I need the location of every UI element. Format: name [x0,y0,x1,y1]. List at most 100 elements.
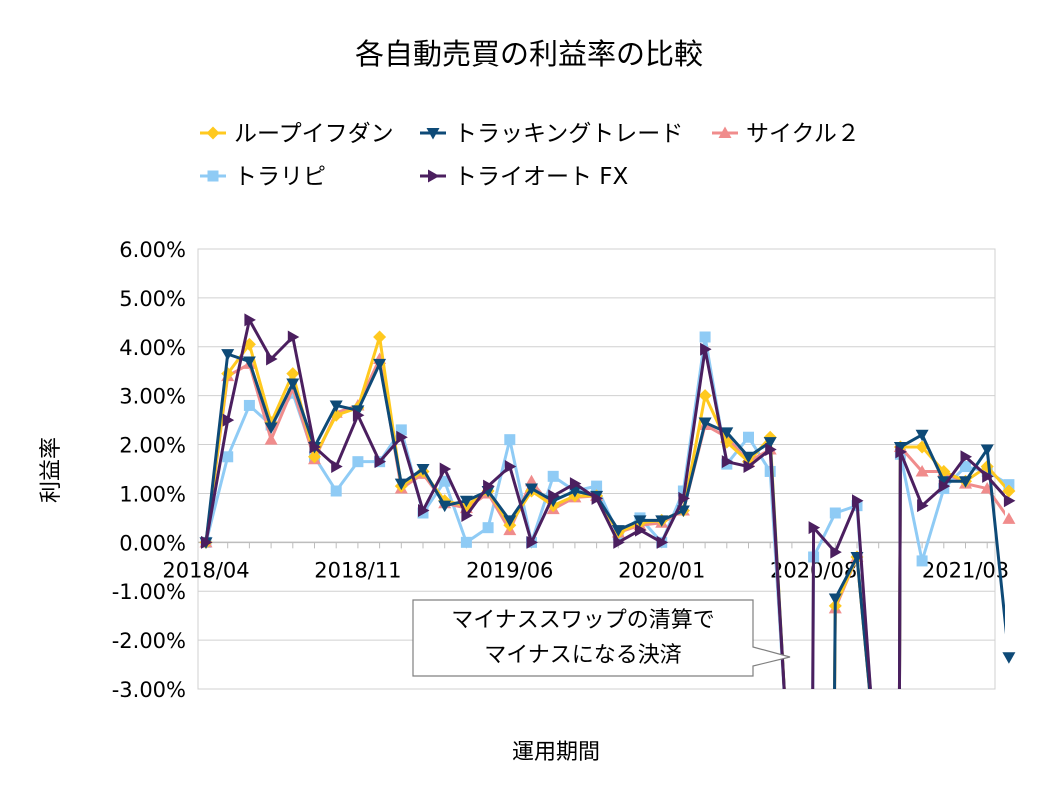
data-point [960,461,971,473]
x-tick-label: 2020/01 [618,558,705,582]
chart-title: 各自動売買の利益率の比較 [355,37,703,71]
data-point [242,356,256,368]
data-point [286,378,300,390]
data-point [742,451,755,464]
legend-marker [426,128,440,140]
data-point [547,470,559,482]
x-tick-label: 2021/03 [922,558,1009,582]
data-point [526,535,538,549]
data-point [416,464,430,476]
data-point [418,504,430,518]
y-axis-ticks: 6.00% 5.00% 4.00% 3.00% 2.00% 1.00% 0.00% -1.00… [112,238,186,702]
data-point [1002,652,1016,664]
data-point [352,408,365,422]
data-point [635,523,647,537]
data-point [330,485,342,497]
legend-entry: ループイフダン [200,121,394,147]
data-point [221,349,235,361]
data-point [721,455,734,469]
data-point [917,499,929,513]
data-point [611,525,625,537]
data-point [396,430,408,444]
legend-marker [206,126,220,140]
data-point [439,462,452,476]
data-point [525,474,538,487]
data-point [266,352,278,366]
data-point [373,358,387,371]
y-tick-label: -2.00% [112,629,186,653]
series-layer [199,313,1016,689]
data-point [1002,512,1016,524]
legend-entry: トラッキングトレード [420,121,683,147]
data-point [743,431,754,443]
data-point [938,479,951,493]
data-point [700,342,712,356]
data-point [937,476,951,488]
data-point [982,469,994,483]
data-point [829,507,841,519]
x-axis-ticks: 2018/04 2018/11 2019/06 2020/01 2020/08 2021/… [162,542,1009,582]
data-point [698,389,712,403]
data-point [569,477,582,491]
x-tick-label: 2018/04 [162,558,249,582]
legend-label: サイクル２ [746,121,860,147]
data-point [591,480,603,492]
x-axis-title: 運用期間 [512,740,600,765]
x-tick-label: 2019/06 [466,558,553,582]
data-point [395,424,407,436]
data-point [893,442,907,454]
y-tick-label: 6.00% [119,238,186,262]
data-point [461,508,473,522]
data-point [676,505,690,518]
data-point [852,494,864,508]
legend-label: トライオート FX [454,164,629,190]
legend-marker [428,169,440,183]
data-point [763,437,777,449]
legend-entry: トラリピ [200,164,326,190]
data-point [1003,494,1016,508]
data-point [656,535,669,549]
legend-label: トラリピ [234,164,326,190]
data-point [743,460,755,474]
y-tick-label: 5.00% [119,287,186,311]
data-point [633,515,647,527]
data-point [915,429,929,442]
y-axis-title: 利益率 [39,437,64,503]
data-point [655,515,669,527]
data-point [960,450,972,464]
data-point [243,399,255,411]
data-point [286,367,300,381]
data-point [222,413,235,427]
data-point [438,500,452,513]
data-point [916,555,928,567]
data-point [394,478,408,491]
series [199,349,1016,689]
callout-line-1: マイナススワップの清算で [451,608,715,633]
legend-label: トラッキングトレード [454,121,683,147]
callout-line-2: マイナスになる決済 [484,643,682,668]
data-point [591,491,604,505]
data-point [331,460,343,474]
y-tick-label: 0.00% [119,531,186,555]
data-point [504,460,517,474]
data-point [352,456,364,468]
y-tick-label: 3.00% [119,385,186,409]
data-point [830,545,842,559]
data-point [613,535,625,549]
data-point [329,400,343,412]
data-point [915,464,929,477]
data-point [308,450,321,464]
data-point [1002,484,1016,498]
data-point [698,417,712,430]
y-tick-label: 1.00% [119,482,186,506]
data-point [482,522,494,534]
y-tick-label: 2.00% [119,434,186,458]
annotation-callout: マイナススワップの清算で マイナスになる決済 [412,599,791,677]
data-point [959,476,972,488]
data-point [222,451,234,463]
data-point [201,535,213,549]
data-point [244,313,256,327]
data-point [895,445,907,459]
data-point [720,427,734,439]
